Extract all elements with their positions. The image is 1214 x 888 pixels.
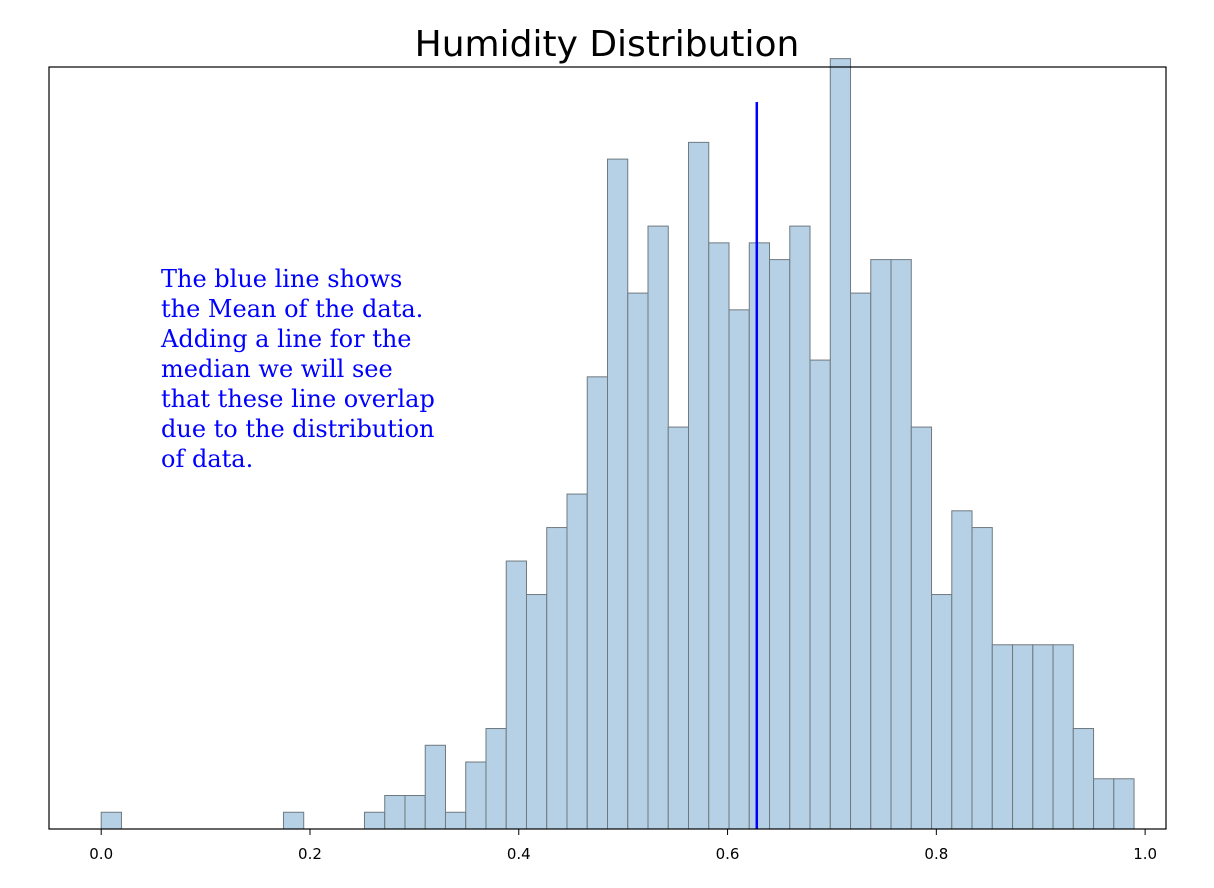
histogram-bar <box>647 225 669 830</box>
histogram-bar <box>748 242 771 830</box>
histogram-bar <box>789 225 811 830</box>
histogram-bar <box>100 811 122 830</box>
x-tick-label: 0.4 <box>507 845 531 863</box>
histogram-bar <box>991 644 1014 830</box>
histogram-bar <box>404 795 426 830</box>
x-tick-label: 0.2 <box>298 845 322 863</box>
annotation-line: of data. <box>161 445 253 473</box>
histogram-bar <box>282 811 305 830</box>
histogram-bar <box>809 359 831 830</box>
x-tick-label: 0.6 <box>716 845 740 863</box>
histogram-bar <box>525 594 548 830</box>
histogram-bar <box>688 141 710 830</box>
histogram-bar <box>951 510 973 830</box>
annotation-line: Adding a line for the <box>160 325 412 353</box>
histogram-bar <box>607 158 629 830</box>
histogram-bar <box>546 527 568 830</box>
histogram-bar <box>890 259 912 830</box>
annotation-line: that these line overlap <box>161 385 435 413</box>
histogram-bar <box>1072 728 1095 830</box>
histogram-bar <box>1093 778 1115 830</box>
histogram-bar <box>728 309 750 830</box>
x-tick-label: 1.0 <box>1133 845 1157 863</box>
plot-frame <box>48 66 1167 830</box>
histogram-bar <box>1113 778 1135 830</box>
histogram-bar <box>566 493 588 830</box>
chart-title: Humidity Distribution <box>415 24 800 65</box>
histogram-bar <box>485 728 507 830</box>
histogram-bar <box>667 426 690 830</box>
histogram-bar <box>444 811 467 830</box>
histogram-bar <box>971 527 993 830</box>
histogram-bar <box>363 811 386 830</box>
annotation-line: median we will see <box>161 355 393 383</box>
histogram-bars <box>100 58 1135 830</box>
histogram-bar <box>931 594 953 830</box>
annotation-line: The blue line shows <box>161 265 402 293</box>
histogram-bar <box>1012 644 1034 830</box>
x-tick-label: 0.8 <box>924 845 948 863</box>
histogram-bar <box>465 761 487 830</box>
histogram-bar <box>424 744 446 830</box>
histogram-bar <box>627 292 649 830</box>
histogram-bar <box>708 242 730 830</box>
histogram-bar <box>586 376 609 830</box>
histogram-bar <box>1052 644 1074 830</box>
annotation-line: due to the distribution <box>161 415 435 443</box>
histogram-bar <box>829 58 852 830</box>
x-axis: 0.0 0.2 0.4 0.6 0.8 1.0 <box>89 829 1157 863</box>
annotation-text: The blue line shows the Mean of the data.… <box>160 265 435 473</box>
histogram-bar <box>505 560 527 830</box>
histogram-bar <box>1032 644 1054 830</box>
histogram-bar <box>850 292 872 830</box>
histogram-bar <box>910 426 933 830</box>
histogram-bar <box>870 259 892 830</box>
x-tick-label: 0.0 <box>89 845 113 863</box>
annotation-line: the Mean of the data. <box>161 295 423 323</box>
histogram-bar <box>769 259 791 830</box>
histogram-bar <box>384 795 406 830</box>
